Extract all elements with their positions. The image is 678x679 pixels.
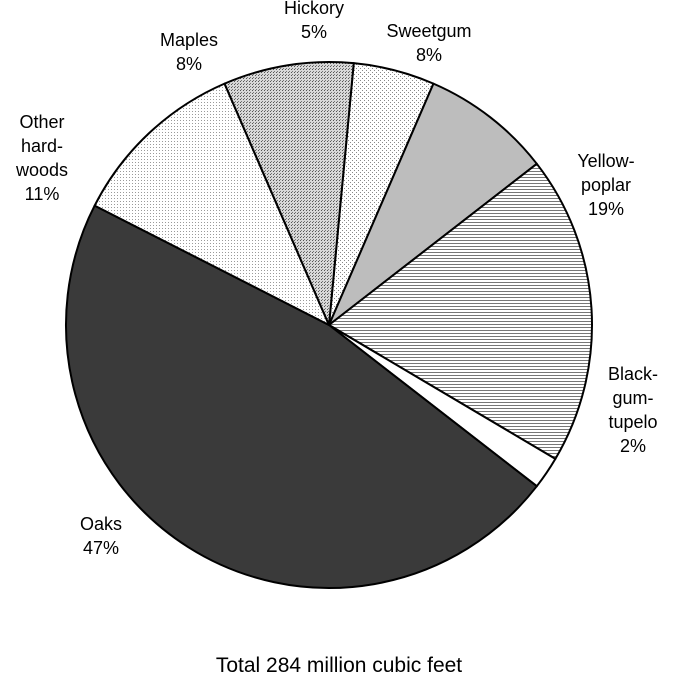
pie-slice-1 <box>328 82 538 326</box>
pie-slice-6 <box>223 61 355 326</box>
pie-slice-4 <box>65 204 538 589</box>
slice-label-6-line-1: 8% <box>176 54 202 74</box>
slice-label-2-line-2: 19% <box>588 199 624 219</box>
slice-label-0: Hickory 5% <box>284 0 344 42</box>
slice-label-4: Oaks 47% <box>80 514 122 558</box>
slice-label-3-line-1: gum- <box>612 388 653 408</box>
slice-label-2-line-1: poplar <box>581 175 631 195</box>
slice-label-5-line-0: Other <box>19 112 64 132</box>
chart-footer: Total 284 million cubic feet <box>216 654 462 677</box>
slice-label-3-line-3: 2% <box>620 436 646 456</box>
slice-label-2-line-0: Yellow- <box>577 151 634 171</box>
pie-slice-2 <box>328 162 593 460</box>
slice-label-1-line-0: Sweetgum <box>386 21 471 41</box>
pie-slice-5 <box>93 82 330 326</box>
slice-label-0-line-0: Hickory <box>284 0 344 18</box>
slice-label-5: Other hard-woods 11% <box>15 112 68 204</box>
slice-label-4-line-0: Oaks <box>80 514 122 534</box>
slice-label-3-line-0: Black- <box>608 364 658 384</box>
slice-label-1-line-1: 8% <box>416 45 442 65</box>
slice-label-6: Maples 8% <box>160 30 218 74</box>
slice-label-5-line-1: hard- <box>21 136 63 156</box>
slice-label-4-line-1: 47% <box>83 538 119 558</box>
slice-label-2: Yellow-poplar 19% <box>577 151 634 219</box>
slice-label-3-line-2: tupelo <box>608 412 657 432</box>
slice-label-3: Black-gum-tupelo 2% <box>608 364 658 456</box>
slice-label-0-line-1: 5% <box>301 22 327 42</box>
slice-label-1: Sweetgum 8% <box>386 21 471 65</box>
slice-label-5-line-2: woods <box>15 160 68 180</box>
slice-label-6-line-0: Maples <box>160 30 218 50</box>
slice-label-5-line-3: 11% <box>25 184 60 204</box>
